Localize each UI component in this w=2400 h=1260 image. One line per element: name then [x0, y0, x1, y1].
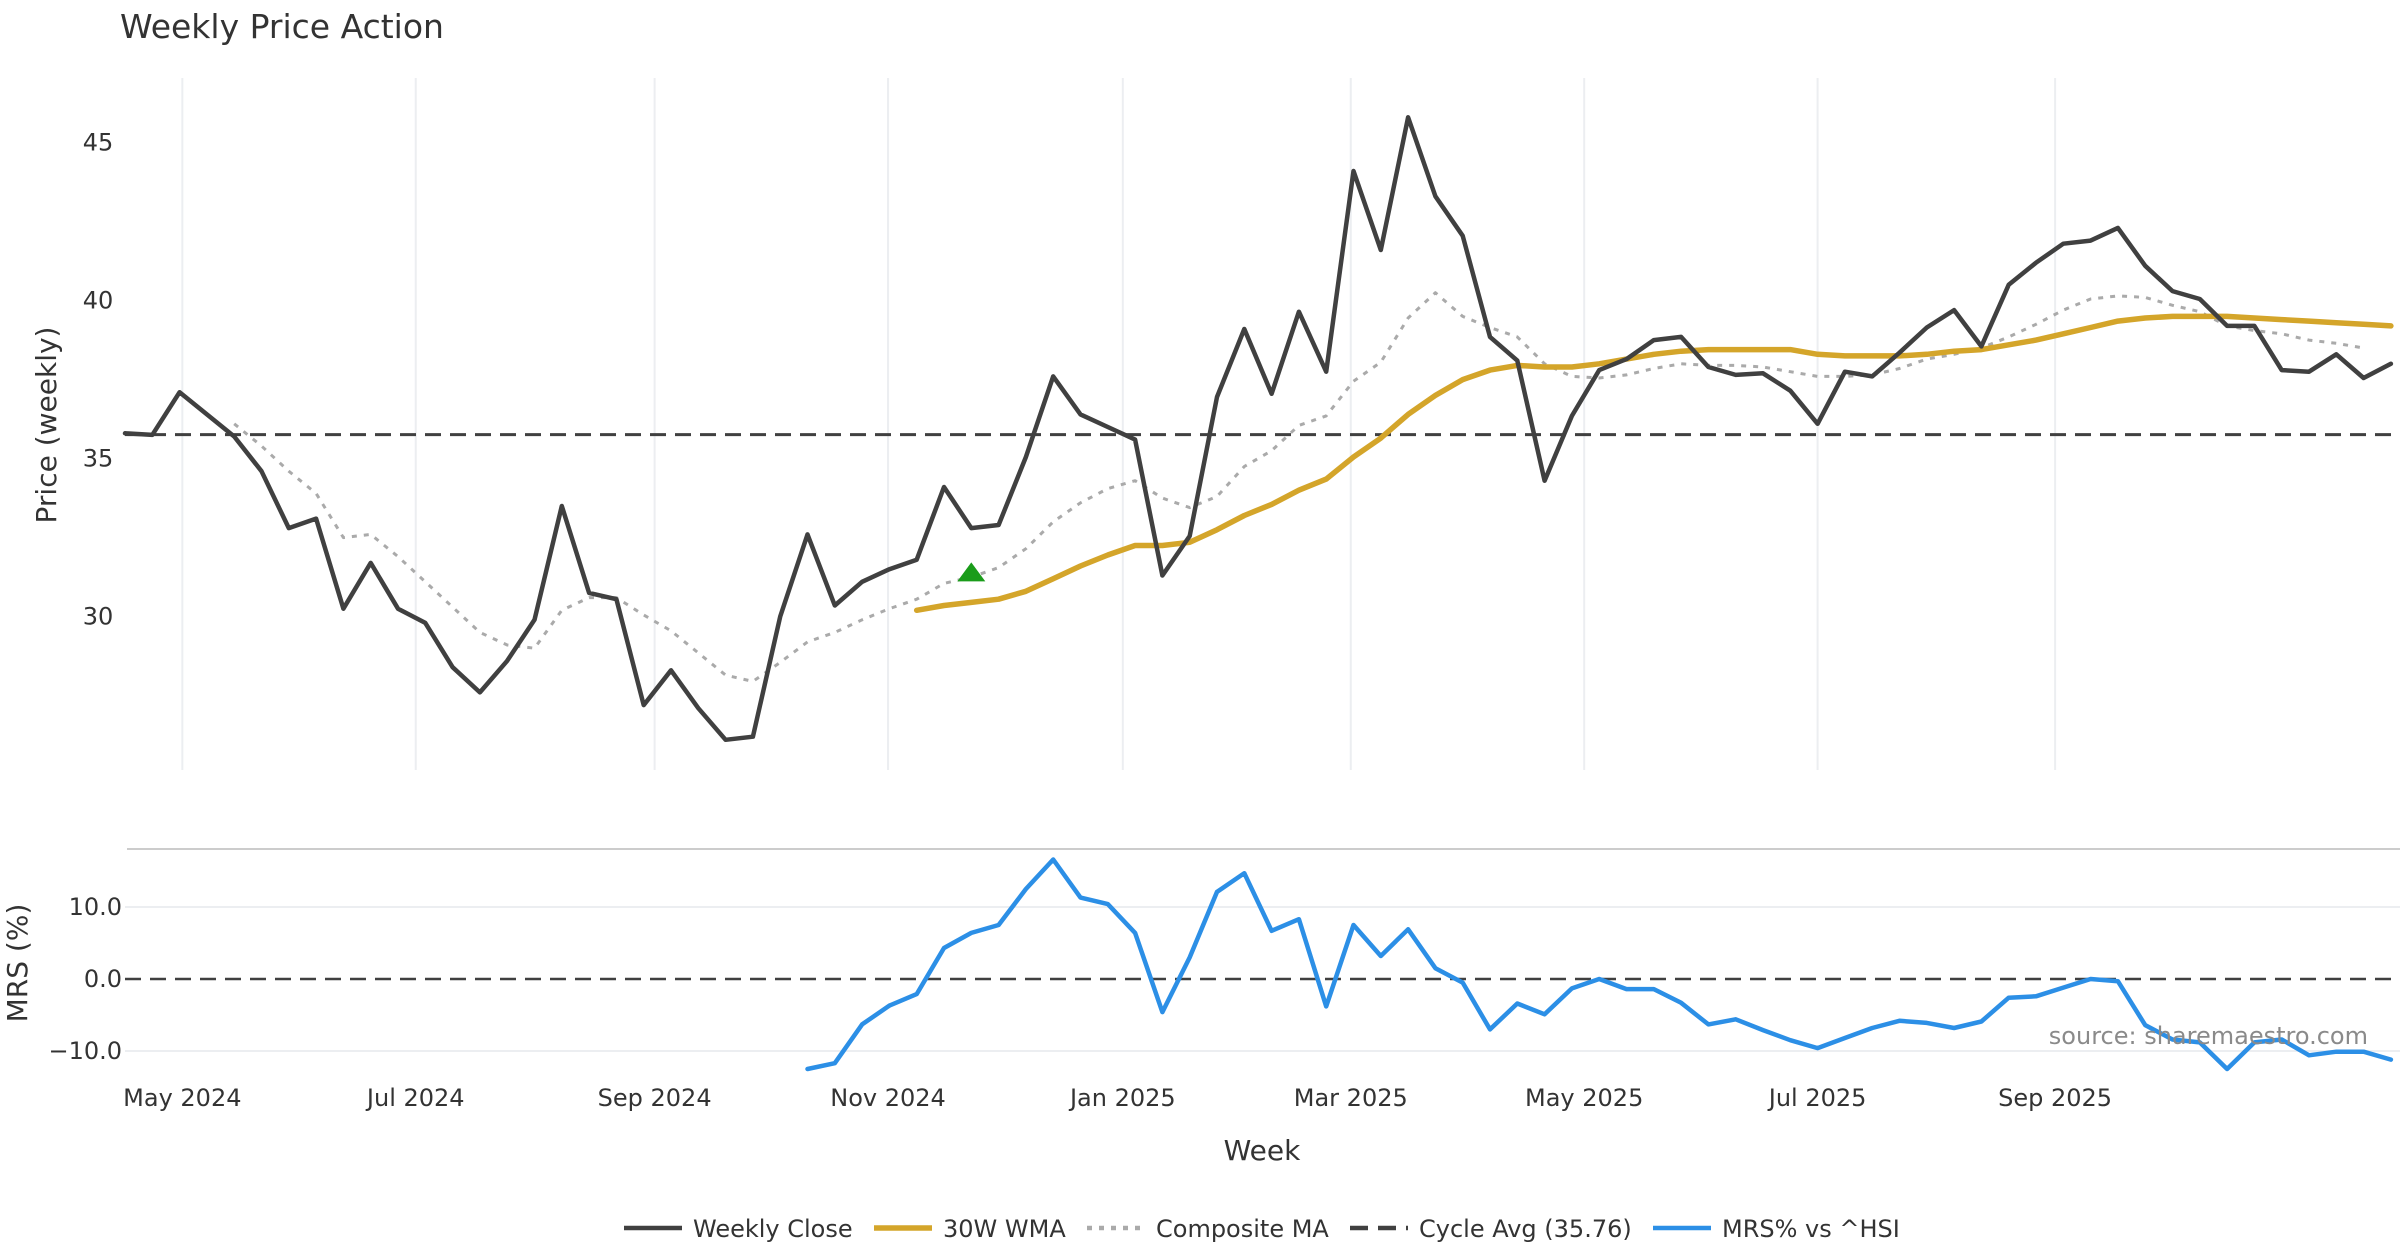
- legend-item-cycle: Cycle Avg (35.76): [1350, 1215, 1632, 1243]
- x-axis-label: Week: [1224, 1134, 1301, 1167]
- price-y-tick-label: 35: [83, 445, 114, 473]
- legend-item-wma: 30W WMA: [874, 1215, 1066, 1243]
- legend-label: Weekly Close: [693, 1215, 853, 1243]
- x-tick-label: Sep 2024: [598, 1084, 712, 1112]
- buy-signal-marker: [957, 562, 986, 582]
- mrs-y-tick-label: −10.0: [48, 1037, 122, 1065]
- price-panel: 30 35 40 45 Price (weekly): [30, 78, 2400, 770]
- x-tick-label: May 2024: [123, 1084, 241, 1112]
- mrs-y-axis-label: MRS (%): [1, 904, 34, 1023]
- legend-label: Cycle Avg (35.76): [1419, 1215, 1632, 1243]
- x-tick-label: Sep 2025: [1998, 1084, 2112, 1112]
- legend-label: 30W WMA: [943, 1215, 1066, 1243]
- x-tick-label: May 2025: [1525, 1084, 1643, 1112]
- legend-item-mrs: MRS% vs ^HSI: [1653, 1215, 1900, 1243]
- x-tick-label: Mar 2025: [1294, 1084, 1408, 1112]
- series-close-line: [122, 115, 2394, 743]
- mrs-y-tick-label: 10.0: [69, 893, 122, 921]
- chart-title: Weekly Price Action: [120, 7, 444, 46]
- legend-label: MRS% vs ^HSI: [1722, 1215, 1900, 1243]
- mrs-panel: −10.0 0.0 10.0 MRS (%) source: sharemaestr…: [1, 857, 2400, 1072]
- series-mrs-line: [805, 857, 2394, 1072]
- x-tick-label: Jul 2024: [365, 1084, 465, 1112]
- price-y-axis-label: Price (weekly): [30, 327, 63, 524]
- x-tick-label: Jul 2025: [1767, 1084, 1867, 1112]
- price-y-tick-label: 40: [83, 287, 114, 315]
- legend-item-close: Weekly Close: [624, 1215, 853, 1243]
- legend-item-composite: Composite MA: [1087, 1215, 1329, 1243]
- legend-label: Composite MA: [1156, 1215, 1329, 1243]
- source-note: source: sharemaestro.com: [2049, 1022, 2368, 1050]
- mrs-y-tick-label: 0.0: [84, 965, 122, 993]
- price-y-tick-label: 30: [83, 603, 114, 631]
- series-wma-line: [913, 313, 2394, 614]
- x-tick-label: Nov 2024: [830, 1084, 946, 1112]
- x-tick-label: Jan 2025: [1068, 1084, 1176, 1112]
- price-y-tick-label: 45: [83, 129, 114, 157]
- legend: Weekly Close 30W WMA Composite MA Cycle Avg…: [624, 1215, 1900, 1243]
- series-composite-line: [233, 291, 2364, 683]
